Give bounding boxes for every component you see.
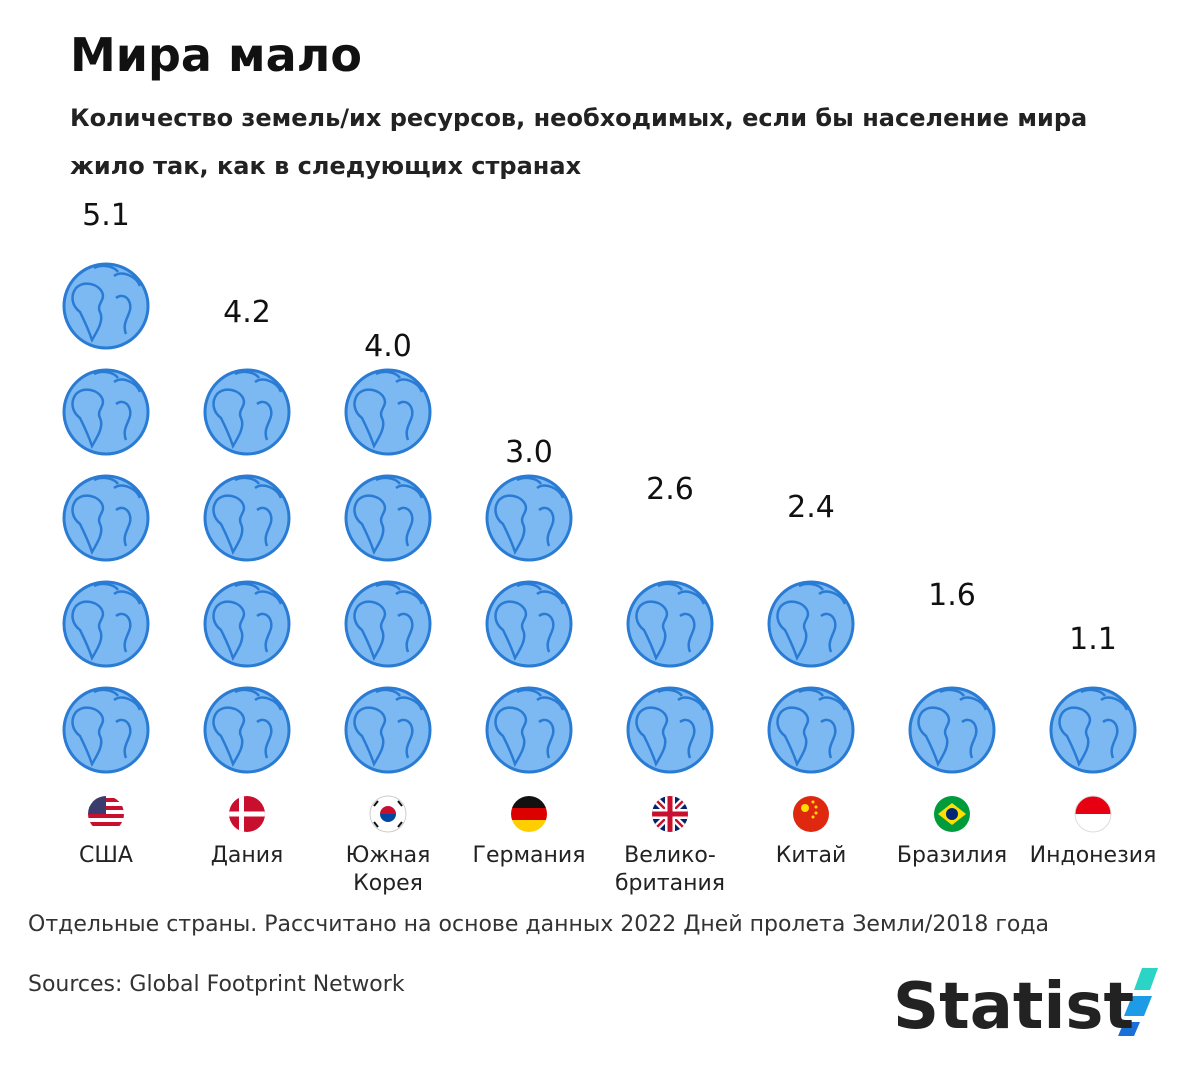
category-label: Велико-британия [614, 843, 726, 896]
flag [934, 796, 970, 832]
category-label: Дания [210, 843, 284, 868]
globe [62, 262, 150, 350]
value-label: 1.1 [1069, 622, 1117, 658]
globe [908, 686, 996, 774]
flags [88, 795, 1112, 833]
pictogram-bar [485, 474, 573, 774]
globe [203, 474, 291, 562]
flag [793, 796, 829, 832]
value-label: 4.0 [364, 329, 412, 364]
globe [62, 474, 150, 562]
flag [511, 796, 547, 832]
category-label: Индонезия [1029, 843, 1157, 868]
globe [767, 580, 855, 668]
globe [344, 474, 432, 562]
pictogram-bar [1049, 661, 1137, 774]
globe [203, 368, 291, 456]
globe [203, 686, 291, 774]
category-label: США [79, 843, 133, 868]
value-label: 5.1 [82, 198, 130, 234]
flag [229, 796, 265, 832]
category-label: Бразилия [896, 843, 1008, 868]
pictogram-bar [62, 237, 150, 774]
globe [62, 580, 150, 668]
title: Мира мало [70, 28, 362, 82]
brand-icon [1118, 968, 1158, 1036]
globe [203, 580, 291, 668]
globe [626, 580, 714, 668]
globe [344, 580, 432, 668]
pictogram-bar [626, 511, 714, 774]
globe [62, 368, 150, 456]
globe [344, 368, 432, 456]
pictogram-bar [203, 334, 291, 774]
globe [485, 686, 573, 774]
flag [369, 795, 407, 833]
category-label: Германия [472, 843, 586, 868]
pictogram-bar [344, 368, 432, 774]
value-label: 2.6 [646, 472, 694, 508]
category-label: Южная Корея [345, 843, 431, 896]
globe [626, 686, 714, 774]
globe [62, 686, 150, 774]
value-label: 4.2 [223, 295, 271, 331]
globe [1049, 686, 1137, 774]
note: Отдельные страны. Рассчитано на основе д… [28, 912, 1050, 937]
globe [767, 686, 855, 774]
flag [1074, 795, 1112, 833]
source: Sources: Global Footprint Network [28, 972, 405, 997]
value-label: 3.0 [505, 435, 553, 470]
pictograms [62, 237, 1137, 774]
globe [344, 686, 432, 774]
flag [88, 796, 124, 832]
flag [652, 796, 688, 832]
value-label: 2.4 [787, 489, 835, 525]
category-label: Китай [775, 843, 847, 868]
value-label: 1.6 [928, 578, 976, 614]
brand: Statist [893, 970, 1135, 1044]
subtitle: Количество земель/их ресурсов, необходим… [70, 104, 1088, 180]
globe [485, 580, 573, 668]
globe [485, 474, 573, 562]
